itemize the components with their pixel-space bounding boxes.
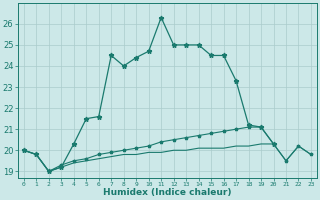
X-axis label: Humidex (Indice chaleur): Humidex (Indice chaleur) [103, 188, 232, 197]
